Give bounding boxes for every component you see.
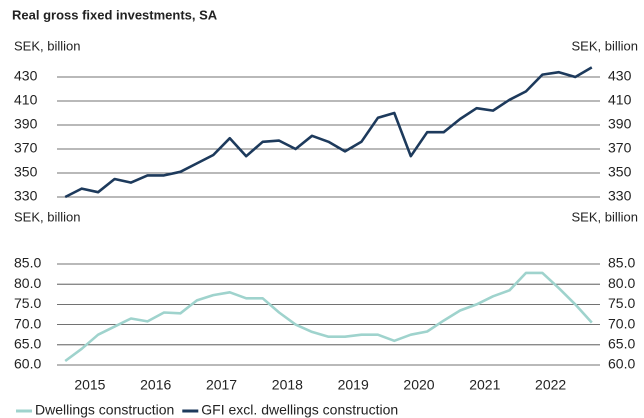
y2-tick-label: 330 [608,188,632,204]
y2-tick-label: 430 [608,68,632,84]
y2-tick-label: 70.0 [608,315,635,331]
y-tick-label: 75.0 [14,295,41,311]
x-tick-label: 2019 [338,377,369,393]
chart-title: Real gross fixed investments, SA [12,7,218,22]
x-tick-label: 2018 [272,377,303,393]
y2-axis-label: SEK, billion [572,209,638,224]
x-tick-label: 2021 [469,377,500,393]
y-tick-label: 70.0 [14,315,41,331]
x-tick-label: 2017 [206,377,237,393]
x-tick-label: 2020 [403,377,434,393]
y2-tick-label: 410 [608,92,632,108]
legend-label: Dwellings construction [35,402,174,418]
y-tick-label: 330 [14,188,38,204]
y2-tick-label: 75.0 [608,295,635,311]
y2-tick-label: 85.0 [608,255,635,271]
y2-tick-label: 80.0 [608,275,635,291]
x-tick-label: 2016 [140,377,171,393]
y2-tick-label: 60.0 [608,356,635,372]
x-tick-label: 2022 [535,377,566,393]
y2-axis-label: SEK, billion [572,38,638,53]
y-tick-label: 60.0 [14,356,41,372]
y-tick-label: 80.0 [14,275,41,291]
y-tick-label: 370 [14,140,38,156]
y2-tick-label: 390 [608,116,632,132]
data-line [64,66,593,199]
y-tick-label: 430 [14,68,38,84]
y-axis-label: SEK, billion [14,38,80,53]
y-tick-label: 65.0 [14,336,41,352]
x-tick-label: 2015 [74,377,105,393]
data-line [64,271,593,363]
y-tick-label: 390 [14,116,38,132]
y2-tick-label: 65.0 [608,336,635,352]
y-tick-label: 350 [14,164,38,180]
y-tick-label: 410 [14,92,38,108]
y2-tick-label: 370 [608,140,632,156]
y2-tick-label: 350 [608,164,632,180]
legend-label: GFI excl. dwellings construction [201,402,398,418]
y-tick-label: 85.0 [14,255,41,271]
y-axis-label: SEK, billion [14,209,80,224]
